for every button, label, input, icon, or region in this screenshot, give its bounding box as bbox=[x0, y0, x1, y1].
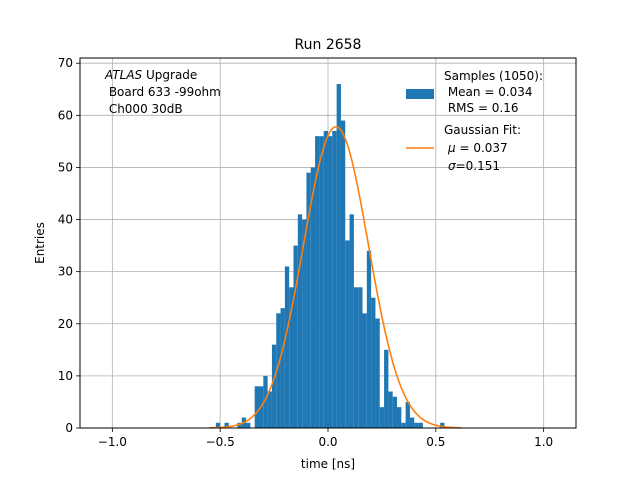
histogram-bar-5 bbox=[237, 422, 242, 428]
histogram-bar-46 bbox=[414, 422, 419, 428]
legend-samples-swatch bbox=[406, 89, 434, 99]
histogram-bar-45 bbox=[409, 417, 415, 428]
annotation-channel: Ch000 30dB bbox=[105, 102, 183, 116]
x-axis-ticks: −1.0 −0.5 0.0 0.5 1.0 bbox=[98, 428, 553, 449]
gaussian-fit-curve bbox=[209, 126, 461, 429]
histogram-bar-29 bbox=[340, 120, 346, 428]
histogram-bar-35 bbox=[366, 250, 372, 428]
legend-fit-title: Gaussian Fit: bbox=[444, 123, 521, 137]
histogram-bar-38 bbox=[379, 407, 385, 428]
svg-text:σ=0.151: σ=0.151 bbox=[448, 159, 500, 173]
histogram-bar-15 bbox=[280, 308, 285, 428]
x-tick-label-1: −0.5 bbox=[206, 435, 235, 449]
histogram-bar-13 bbox=[271, 344, 277, 428]
histogram-bar-2 bbox=[224, 422, 229, 428]
chart-title: Run 2658 bbox=[295, 37, 362, 53]
y-tick-label-2: 20 bbox=[58, 317, 73, 331]
histogram-bar-24 bbox=[319, 136, 324, 429]
histogram-bar-25 bbox=[323, 130, 328, 428]
histogram-bar-7 bbox=[246, 422, 251, 428]
legend-samples-mean: Mean = 0.034 bbox=[444, 85, 533, 99]
histogram-bar-36 bbox=[371, 297, 376, 428]
legend-samples-title: Samples (1050): bbox=[444, 69, 543, 83]
histogram-bar-40 bbox=[388, 391, 393, 428]
x-tick-label-2: 0.0 bbox=[318, 435, 337, 449]
y-tick-label-7: 70 bbox=[58, 56, 73, 70]
histogram-bar-41 bbox=[392, 396, 398, 428]
legend-fit-mu-value: = 0.037 bbox=[456, 141, 508, 155]
y-tick-label-5: 50 bbox=[58, 160, 73, 174]
x-tick-label-3: 0.5 bbox=[426, 435, 445, 449]
histogram-bar-33 bbox=[358, 287, 363, 428]
annotation-block: ATLAS Upgrade Board 633 -99ohm Ch000 30d… bbox=[104, 68, 221, 116]
histogram-bar-39 bbox=[384, 349, 389, 428]
x-axis-label: time [ns] bbox=[301, 457, 355, 471]
histogram-bar-14 bbox=[276, 313, 281, 428]
y-tick-label-6: 60 bbox=[58, 108, 73, 122]
legend-samples-rms: RMS = 0.16 bbox=[444, 101, 519, 115]
svg-text:ATLAS Upgrade: ATLAS Upgrade bbox=[104, 68, 197, 82]
histogram-bar-28 bbox=[336, 84, 341, 428]
y-axis-label: Entries bbox=[33, 222, 47, 264]
histogram-bar-42 bbox=[397, 407, 402, 428]
svg-text:μ = 0.037: μ = 0.037 bbox=[447, 141, 508, 155]
x-tick-label-4: 1.0 bbox=[534, 435, 553, 449]
legend-fit-mu-symbol: μ bbox=[447, 141, 456, 155]
histogram-bar-37 bbox=[375, 318, 380, 428]
histogram-bar-9 bbox=[254, 386, 259, 428]
annotation-board: Board 633 -99ohm bbox=[105, 85, 221, 99]
histogram-bar-43 bbox=[401, 422, 406, 428]
y-tick-label-0: 0 bbox=[65, 421, 73, 435]
histogram-bar-0 bbox=[215, 422, 221, 428]
histogram-bar-18 bbox=[293, 245, 298, 428]
histogram-bar-27 bbox=[332, 130, 337, 428]
legend-fit-sigma-symbol: σ bbox=[448, 159, 456, 173]
histogram-bar-16 bbox=[284, 266, 290, 428]
histogram-bar-22 bbox=[310, 167, 316, 428]
histogram-bar-31 bbox=[349, 214, 354, 428]
histogram-bar-23 bbox=[315, 136, 320, 429]
histogram-bars bbox=[215, 84, 445, 429]
histogram-bar-44 bbox=[405, 401, 410, 428]
y-tick-label-1: 10 bbox=[58, 369, 73, 383]
y-tick-label-3: 30 bbox=[58, 265, 73, 279]
histogram-bar-52 bbox=[440, 422, 445, 428]
histogram-bar-30 bbox=[345, 240, 350, 428]
histogram-bar-34 bbox=[362, 313, 367, 428]
histogram-bar-47 bbox=[418, 422, 423, 428]
histogram-bar-20 bbox=[302, 219, 307, 428]
histogram-bar-21 bbox=[306, 172, 311, 428]
histogram-bar-17 bbox=[289, 287, 294, 428]
annotation-upgrade: Upgrade bbox=[142, 68, 197, 82]
x-tick-label-0: −1.0 bbox=[98, 435, 127, 449]
legend: Samples (1050): Mean = 0.034 RMS = 0.16 … bbox=[406, 69, 543, 173]
y-tick-label-4: 40 bbox=[58, 213, 73, 227]
histogram-bar-19 bbox=[297, 214, 303, 428]
histogram-bar-12 bbox=[267, 391, 272, 428]
histogram-bar-26 bbox=[328, 136, 333, 429]
histogram-bar-11 bbox=[263, 375, 268, 428]
legend-fit-sigma-value: =0.151 bbox=[456, 159, 500, 173]
y-axis-ticks: 0 10 20 30 40 50 60 70 bbox=[58, 56, 80, 435]
histogram-bar-32 bbox=[353, 287, 359, 428]
annotation-atlas: ATLAS bbox=[104, 68, 143, 82]
